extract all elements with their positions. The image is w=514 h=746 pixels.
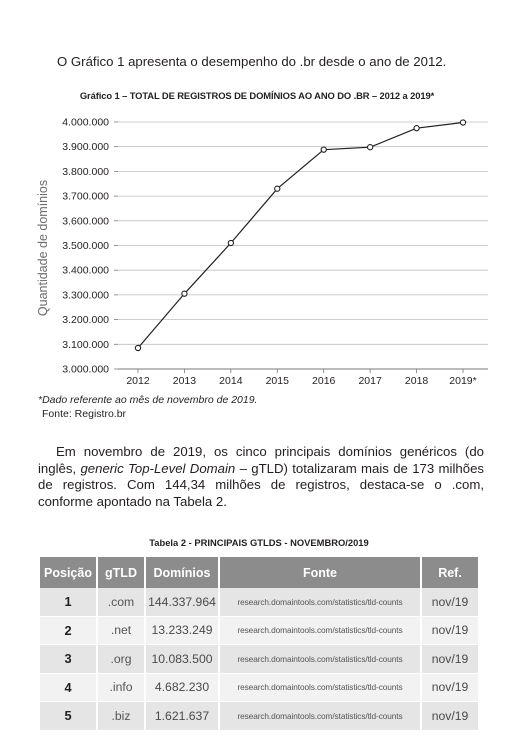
header-gtld: gTLD bbox=[98, 557, 144, 588]
chart-source: Fonte: Registro.br bbox=[42, 408, 127, 420]
cell-domains: 13.233.249 bbox=[146, 616, 218, 645]
y-tick-label: 3.800.000 bbox=[62, 166, 109, 178]
y-tick-label: 3.200.000 bbox=[62, 314, 109, 326]
cell-ref: nov/19 bbox=[422, 616, 478, 645]
cell-ref: nov/19 bbox=[422, 588, 478, 617]
cell-gtld: .net bbox=[98, 616, 144, 645]
table-row: 1 .com 144.337.964 research.domaintools.… bbox=[40, 588, 478, 617]
cell-gtld: .com bbox=[98, 588, 144, 617]
header-ref: Ref. bbox=[422, 557, 478, 588]
series-line bbox=[137, 121, 464, 349]
table-title: Tabela 2 - PRINCIPAIS GTLDS - NOVEMBRO/2… bbox=[149, 537, 369, 548]
data-point bbox=[227, 239, 235, 247]
intro-paragraph: O Gráfico 1 apresenta o desempenho do .b… bbox=[57, 54, 447, 69]
gtld-table: Posição gTLD Domínios Fonte Ref. 1 .com … bbox=[38, 557, 480, 731]
gtld-paragraph-part2: – gTLD) totalizaram mais de 173 milhões … bbox=[38, 460, 484, 509]
x-tick-label: 2015 bbox=[266, 375, 290, 387]
y-tick-label: 3.100.000 bbox=[62, 339, 109, 351]
cell-domains: 144.337.964 bbox=[146, 588, 218, 617]
y-tick-label: 3.600.000 bbox=[62, 215, 109, 227]
data-point bbox=[459, 119, 467, 126]
gtld-paragraph-part1: Em novembro de 2019, os cinco principais… bbox=[38, 444, 484, 476]
y-tick-label: 3.500.000 bbox=[62, 240, 109, 252]
cell-position: 1 bbox=[40, 588, 96, 617]
cell-ref: nov/19 bbox=[422, 702, 478, 731]
header-domains: Domínios bbox=[146, 557, 218, 588]
table-row: 2 .net 13.233.249 research.domaintools.c… bbox=[40, 616, 478, 645]
cell-gtld: .biz bbox=[98, 702, 144, 731]
cell-source: research.domaintools.com/statistics/tld-… bbox=[220, 702, 420, 731]
y-tick-label: 3.000.000 bbox=[62, 364, 109, 376]
line-chart: 3.000.000 3.100.000 3.200.000 3.300.000 3.40… bbox=[36, 117, 488, 387]
cell-gtld: .org bbox=[98, 645, 144, 674]
y-tick-label: 3.700.000 bbox=[62, 191, 109, 203]
y-tick-label: 3.900.000 bbox=[62, 141, 109, 153]
x-tick-label: 2013 bbox=[173, 375, 197, 387]
cell-source: research.domaintools.com/statistics/tld-… bbox=[220, 673, 420, 702]
cell-gtld: .info bbox=[98, 673, 144, 702]
data-point bbox=[134, 344, 142, 352]
x-tick-label: 2016 bbox=[312, 375, 336, 387]
y-tick-label: 3.300.000 bbox=[62, 289, 109, 301]
data-point bbox=[320, 146, 327, 153]
cell-ref: nov/19 bbox=[422, 645, 478, 674]
table-row: 4 .info 4.682.230 research.domaintools.c… bbox=[40, 673, 478, 702]
cell-source: research.domaintools.com/statistics/tld-… bbox=[220, 616, 420, 645]
y-axis-label: Quantidade de domínios bbox=[36, 180, 50, 316]
chart-title: Gráfico 1 – TOTAL DE REGISTROS DE DOMÍNI… bbox=[79, 90, 435, 101]
data-point bbox=[181, 290, 188, 297]
data-point bbox=[413, 125, 420, 132]
header-source: Fonte bbox=[220, 557, 420, 588]
table-header-row: Posição gTLD Domínios Fonte Ref. bbox=[40, 557, 478, 588]
chart-footnote: *Dado referente ao mês de novembro de 20… bbox=[38, 394, 258, 406]
x-tick-label: 2014 bbox=[219, 375, 243, 387]
cell-position: 3 bbox=[40, 645, 96, 674]
data-point bbox=[366, 144, 374, 151]
cell-domains: 10.083.500 bbox=[146, 645, 218, 674]
x-tick-label: 2018 bbox=[405, 375, 429, 387]
cell-position: 2 bbox=[40, 616, 96, 645]
cell-source: research.domaintools.com/statistics/tld-… bbox=[220, 645, 420, 674]
y-tick-label: 4.000.000 bbox=[62, 117, 109, 129]
gtld-paragraph-italic: generic Top-Level Domain bbox=[80, 460, 236, 476]
x-tick-label: 2012 bbox=[126, 375, 150, 387]
cell-position: 5 bbox=[40, 702, 96, 731]
table-row: 3 .org 10.083.500 research.domaintools.c… bbox=[40, 645, 478, 674]
gtld-paragraph: Em novembro de 2019, os cinco principais… bbox=[38, 444, 484, 510]
table-row: 5 .biz 1.621.637 research.domaintools.co… bbox=[40, 702, 478, 731]
header-position: Posição bbox=[40, 557, 96, 588]
x-tick-label: 2019* bbox=[449, 375, 476, 387]
cell-source: research.domaintools.com/statistics/tld-… bbox=[220, 588, 420, 617]
cell-position: 4 bbox=[40, 673, 96, 702]
cell-domains: 4.682.230 bbox=[146, 673, 218, 702]
data-point bbox=[274, 185, 281, 192]
cell-ref: nov/19 bbox=[422, 673, 478, 702]
y-tick-label: 3.400.000 bbox=[62, 265, 109, 277]
x-tick-label: 2017 bbox=[358, 375, 382, 387]
cell-domains: 1.621.637 bbox=[146, 702, 218, 731]
